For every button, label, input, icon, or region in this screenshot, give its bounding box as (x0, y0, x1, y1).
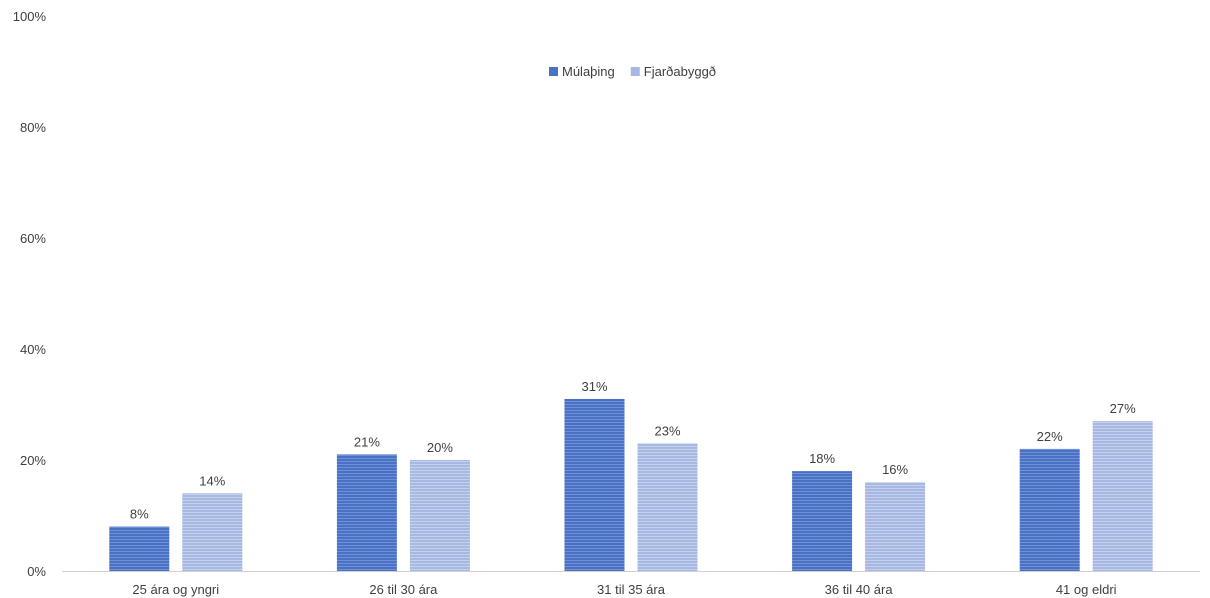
bar-series-1-1 (109, 526, 170, 571)
data-label: 16% (882, 462, 908, 477)
data-label: 14% (199, 473, 225, 488)
data-label: 22% (1037, 429, 1063, 444)
bar-series-1-3 (564, 398, 625, 571)
x-category-label: 36 til 40 ára (825, 582, 894, 597)
data-label: 31% (581, 379, 607, 394)
y-tick-label: 100% (13, 9, 47, 24)
y-tick-label: 60% (20, 231, 46, 246)
bar-series-2-4 (865, 482, 926, 571)
legend-swatch-series-2 (630, 67, 640, 76)
legend-swatch-series-1 (549, 67, 558, 76)
x-axis: 25 ára og yngri 26 til 30 ára 31 til 35 ár… (132, 582, 1116, 597)
bar-series-1-5 (1019, 448, 1080, 571)
x-category-label: 41 og eldri (1056, 582, 1117, 597)
y-tick-label: 40% (20, 342, 46, 357)
bar-series-1-2 (336, 454, 397, 571)
data-label: 21% (354, 434, 380, 449)
bars-group (109, 398, 1153, 571)
x-category-label: 26 til 30 ára (369, 582, 438, 597)
legend-label-series-2: Fjarðabyggð (644, 64, 716, 79)
x-category-label: 25 ára og yngri (132, 582, 219, 597)
bar-series-2-2 (409, 460, 470, 571)
data-label: 27% (1110, 401, 1136, 416)
legend-label-series-1: Múlaþing (562, 64, 615, 79)
y-tick-label: 20% (20, 453, 46, 468)
legend: Múlaþing Fjarðabyggð (549, 64, 716, 79)
bar-series-2-3 (637, 443, 698, 571)
y-tick-label: 80% (20, 120, 46, 135)
y-tick-label: 0% (27, 564, 46, 579)
y-axis: 0% 20% 40% 60% 80% 100% (13, 9, 47, 579)
data-labels-group: 8% 14% 21% 20% 31% 23% 18% 16% 22% 27% (130, 379, 1136, 522)
bar-series-1-4 (792, 471, 853, 571)
data-label: 23% (654, 423, 680, 438)
bar-series-2-5 (1092, 421, 1153, 571)
data-label: 18% (809, 451, 835, 466)
data-label: 8% (130, 507, 149, 522)
bar-series-2-1 (182, 493, 243, 571)
x-category-label: 31 til 35 ára (597, 582, 666, 597)
data-label: 20% (427, 440, 453, 455)
